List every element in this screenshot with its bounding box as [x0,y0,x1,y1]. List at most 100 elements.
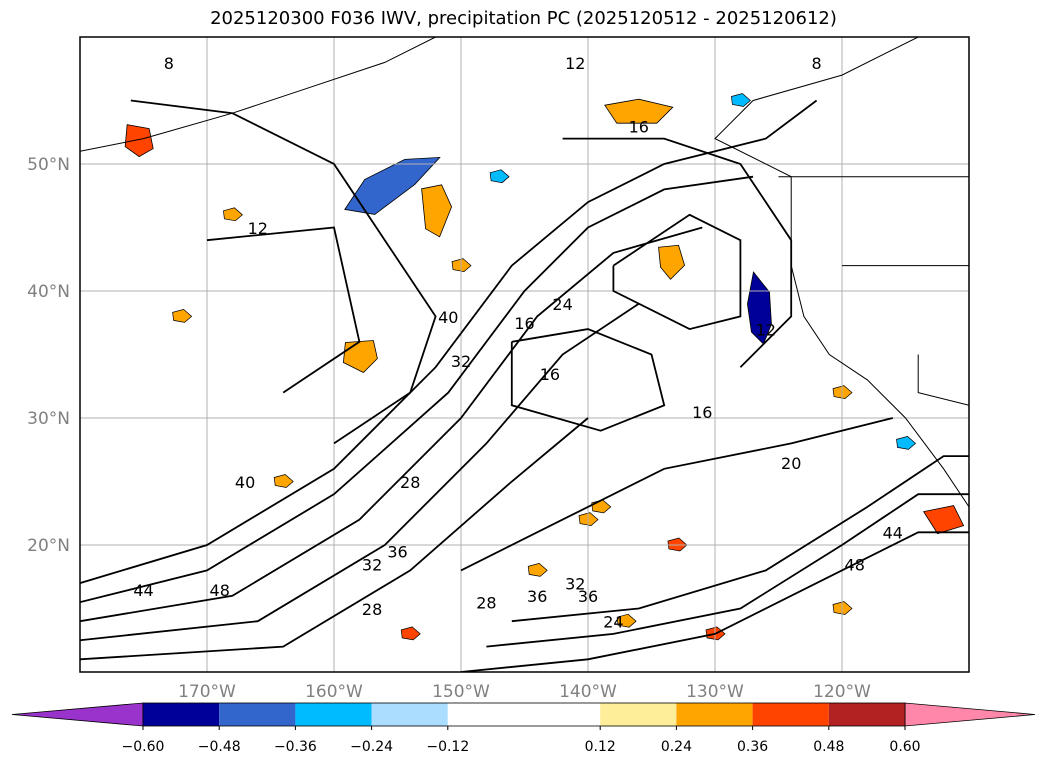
precip-region [922,505,965,535]
colorbar-segment [600,703,677,726]
colorbar-segment [828,703,905,726]
x-tick-label: 150°W [432,682,490,702]
plot-background [80,37,969,672]
contour-label: 16 [514,314,534,333]
precip-patch [896,436,917,450]
iwv-contour [80,302,640,642]
colorbar-tick-label: 0.24 [661,739,692,755]
colorbar-segment [143,703,220,726]
colorbar-tick-label: −0.24 [350,739,393,755]
x-tick-label: 170°W [178,682,236,702]
contour-label: 28 [476,594,496,613]
precip-region [604,98,674,124]
contour-label: 44 [133,581,153,600]
iwv-contour [80,226,703,623]
iwv-contour [511,455,969,623]
colorbar-tick-label: −0.60 [122,739,165,755]
colorbar: −0.60 −0.48 −0.36 −0.24 −0.12 0.12 0.24 0.36 0.4… [11,702,1036,755]
colorbar-tick-label: 0.60 [889,739,920,755]
y-tick-label: 20°N [27,536,70,556]
contour-label: 28 [400,473,420,492]
precip-region [421,184,453,238]
colorbar-segment [752,703,829,726]
precip-region [124,124,154,158]
contour-label: 24 [552,295,572,314]
iwv-contour [562,137,793,368]
contour-label: 16 [692,403,712,422]
iwv-contour [130,99,437,445]
colorbar-tick-label: 0.48 [813,739,844,755]
contour-label: 44 [883,524,903,543]
iwv-contour [612,213,742,331]
y-axis-ticks: 20°N 30°N 40°N 50°N [27,155,70,556]
precip-region [658,244,686,280]
x-axis-ticks: 170°W 160°W 150°W 140°W 130°W 120°W [178,682,871,702]
precip-region [344,156,441,215]
contour-label: 12 [565,54,585,73]
contour-label: 24 [603,613,623,632]
precip-patch [616,613,637,628]
contour-label: 36 [527,587,547,606]
precip-patch [223,207,243,222]
iwv-contour [206,226,361,394]
iwv-contour [510,328,666,432]
x-tick-label: 130°W [686,682,744,702]
coastline [80,37,436,152]
colorbar-tick-label: 0.12 [585,739,616,755]
colorbar-segment [371,703,448,726]
iwv-contour [460,417,894,572]
colorbar-tick-label: 0.36 [737,739,768,755]
chart-title: 2025120300 F036 IWV, precipitation PC (2… [210,8,837,29]
colorbar-segment [447,703,601,726]
gridlines [80,37,969,672]
contour-label: 16 [629,117,649,136]
precip-patch [400,626,421,641]
coastline [917,354,969,406]
colorbar-tick-label: −0.36 [274,739,317,755]
contour-label: 20 [781,454,801,473]
x-tick-label: 140°W [559,682,617,702]
contour-label: 48 [210,581,230,600]
iwv-contour [460,531,969,672]
contour-label: 28 [362,600,382,619]
contour-label: 8 [812,54,822,73]
contour-label: 16 [540,365,560,384]
colorbar-tick-label: −0.48 [198,739,241,755]
colorbar-extend-low [11,702,144,727]
y-tick-label: 30°N [27,409,70,429]
y-tick-label: 40°N [27,282,70,302]
iwv-contours: 1212161616161220242828323236364040444448… [80,54,969,672]
x-tick-label: 120°W [813,682,871,702]
contour-label: 32 [362,555,382,574]
iwv-contour [486,493,969,648]
iwv-contour [80,99,818,584]
contour-label: 40 [235,473,255,492]
y-tick-label: 50°N [27,155,70,175]
colorbar-segment [676,703,753,726]
contour-label: 36 [387,543,407,562]
precip-patch [172,309,193,323]
plot-frame [79,36,970,673]
contour-label: 36 [578,587,598,606]
precip-region [342,340,378,373]
contour-label: 40 [438,308,458,327]
precip-patch [489,169,510,184]
contour-label: 32 [565,574,585,593]
iwv-contour [80,417,589,661]
contour-label: 32 [451,352,471,371]
precip-patch [273,474,294,488]
colorbar-segment [295,703,372,726]
colorbar-extend-high [904,702,1036,727]
iwv-contour [80,175,754,604]
x-tick-label: 160°W [305,682,363,702]
contour-label: 8 [164,54,174,73]
colorbar-tick-label: −0.12 [426,739,469,755]
precip-patch [731,93,751,107]
colorbar-segment [219,703,296,726]
colorbar-frame [142,702,906,727]
precip-patch [527,563,548,577]
precipitation-layer [124,93,965,641]
contour-label: 12 [756,320,776,339]
contour-label: 48 [845,555,865,574]
